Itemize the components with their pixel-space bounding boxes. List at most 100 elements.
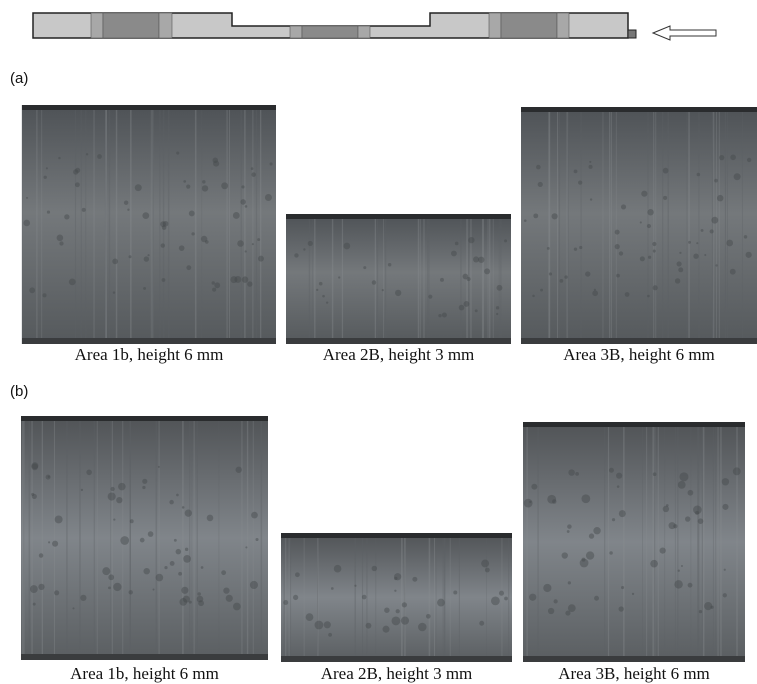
- pore: [665, 504, 669, 507]
- pore: [647, 209, 654, 216]
- pore: [152, 588, 155, 591]
- pore: [75, 167, 81, 173]
- segment: [488, 12, 502, 39]
- pore: [537, 181, 543, 188]
- pore: [147, 254, 150, 257]
- pore: [328, 632, 333, 637]
- pore: [307, 240, 313, 247]
- pore: [679, 251, 682, 254]
- pore: [43, 175, 47, 179]
- pore: [652, 472, 657, 477]
- top-edge: [281, 533, 512, 538]
- pore: [609, 551, 613, 555]
- pore: [86, 469, 92, 476]
- pore: [110, 486, 115, 492]
- pore: [663, 195, 668, 200]
- pore: [394, 589, 397, 592]
- micrograph: [521, 107, 757, 344]
- pore: [523, 498, 533, 508]
- pore: [97, 154, 102, 159]
- pore: [338, 276, 341, 279]
- pore: [221, 570, 227, 576]
- specimen-outline: [32, 12, 629, 39]
- pore: [745, 251, 752, 258]
- image-bg: [22, 105, 276, 344]
- pore: [567, 581, 571, 585]
- pore: [440, 277, 444, 282]
- pore: [264, 194, 272, 201]
- pore: [458, 304, 465, 311]
- pore: [589, 160, 592, 163]
- pore: [673, 524, 678, 529]
- pore: [674, 580, 683, 589]
- pore: [157, 465, 160, 468]
- pore: [250, 167, 254, 170]
- pore: [343, 242, 351, 250]
- pore: [108, 574, 115, 581]
- pore: [696, 242, 699, 245]
- pore: [212, 157, 219, 164]
- pore: [387, 263, 392, 267]
- pore: [721, 478, 730, 486]
- pore: [196, 595, 204, 603]
- segment: [90, 12, 104, 39]
- segment: [158, 12, 173, 39]
- pore: [381, 289, 384, 292]
- pore: [45, 474, 51, 480]
- pore: [32, 602, 36, 606]
- pore: [201, 185, 209, 192]
- pore: [59, 241, 64, 246]
- pore: [616, 485, 620, 488]
- pore: [616, 472, 623, 479]
- segment: [556, 12, 570, 39]
- pore: [581, 557, 586, 562]
- pore: [26, 196, 29, 199]
- pore: [693, 505, 702, 515]
- pore: [614, 244, 620, 250]
- pore: [23, 219, 31, 227]
- pore: [305, 613, 314, 622]
- pore: [463, 301, 470, 307]
- pore: [561, 552, 568, 559]
- pore: [182, 595, 190, 603]
- pore: [585, 271, 591, 277]
- top-edge: [21, 416, 268, 421]
- pore: [322, 294, 325, 298]
- pore: [685, 516, 691, 522]
- pore: [186, 265, 192, 271]
- pore: [714, 178, 718, 183]
- pore: [624, 292, 630, 297]
- pore: [579, 245, 583, 250]
- pore: [31, 462, 39, 470]
- pore: [269, 162, 273, 166]
- pore: [484, 567, 490, 573]
- pore: [466, 277, 471, 282]
- pore: [244, 250, 247, 253]
- pore: [58, 156, 61, 160]
- pore: [123, 200, 129, 205]
- pore: [143, 286, 147, 290]
- pore: [438, 313, 442, 318]
- image-bg: [286, 214, 511, 344]
- caption: Area 2B, height 3 mm: [321, 664, 473, 683]
- pore: [616, 273, 620, 278]
- pore: [223, 587, 230, 594]
- micrograph: [21, 416, 268, 660]
- top-edge: [523, 422, 745, 427]
- pore: [31, 492, 35, 496]
- pore: [45, 167, 48, 170]
- image-bg: [281, 533, 512, 662]
- pore: [225, 594, 233, 602]
- pore: [202, 180, 206, 184]
- pore: [181, 506, 185, 509]
- pore: [722, 593, 727, 598]
- pore: [581, 494, 591, 504]
- pore: [64, 214, 70, 220]
- pore: [428, 294, 433, 299]
- pore: [283, 599, 289, 606]
- pore: [112, 291, 116, 294]
- pore: [47, 475, 50, 478]
- caption: Area 1b, height 6 mm: [75, 345, 224, 364]
- pore: [255, 537, 259, 542]
